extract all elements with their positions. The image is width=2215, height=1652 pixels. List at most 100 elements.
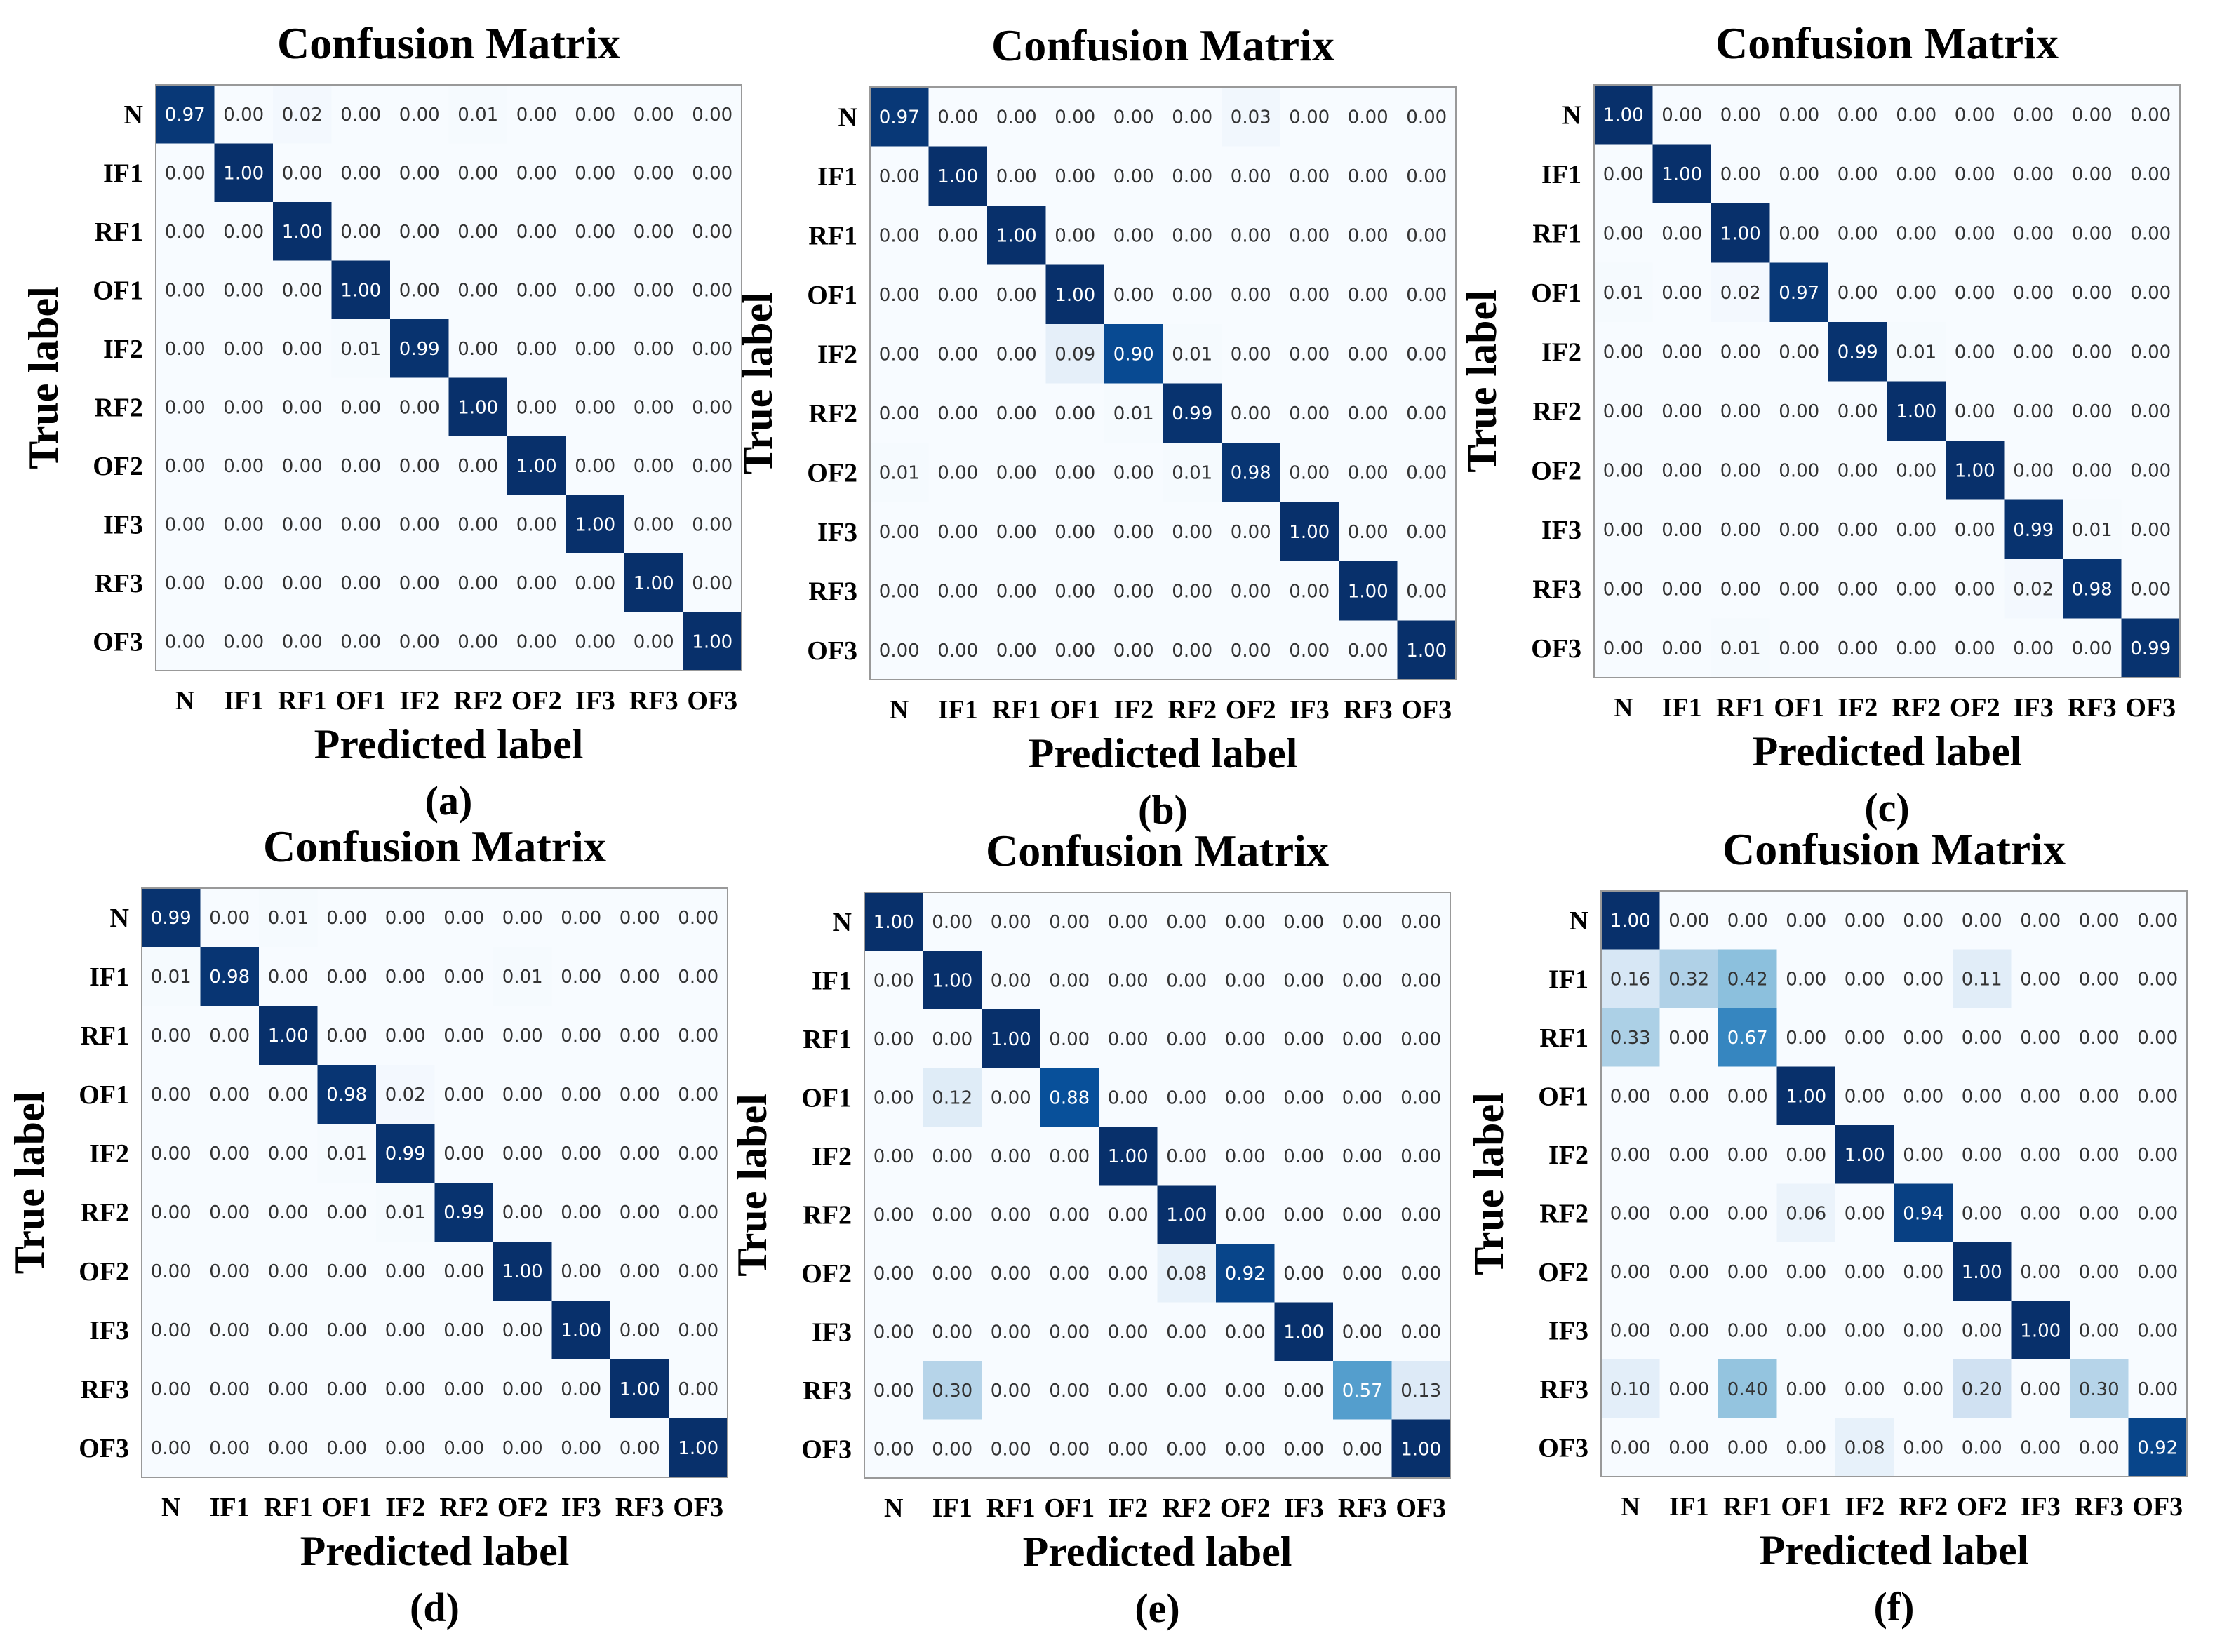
matrix-cell bbox=[1652, 618, 1711, 678]
cell-value-label: 0.00 bbox=[874, 1439, 914, 1460]
matrix-cell bbox=[610, 1359, 669, 1418]
matrix-cell bbox=[331, 202, 390, 261]
cell-value-label: 0.00 bbox=[2079, 1145, 2120, 1166]
matrix-cell bbox=[2004, 203, 2063, 263]
cell-value-label: 0.00 bbox=[399, 631, 440, 652]
matrix-cell bbox=[390, 143, 449, 202]
cell-value-label: 0.01 bbox=[385, 1202, 426, 1223]
cell-value-label: 0.00 bbox=[561, 1143, 601, 1164]
matrix-cell bbox=[1652, 441, 1711, 500]
y-tick-label: IF2 bbox=[103, 335, 143, 364]
cell-value-label: 0.00 bbox=[1049, 1263, 1090, 1284]
cell-value-label: 0.00 bbox=[1896, 638, 1936, 659]
y-tick-label: OF1 bbox=[93, 276, 143, 305]
x-tick-label: RF3 bbox=[1344, 695, 1393, 725]
matrix-cell bbox=[1274, 951, 1333, 1009]
matrix-cell bbox=[1339, 383, 1398, 443]
cell-value-label: 0.00 bbox=[2013, 638, 2054, 659]
cell-value-label: 0.33 bbox=[1610, 1028, 1651, 1049]
matrix-cell bbox=[200, 1301, 259, 1359]
matrix-cell bbox=[1711, 381, 1770, 441]
cell-value-label: 0.00 bbox=[209, 908, 250, 929]
matrix-cell bbox=[214, 553, 273, 612]
cell-value-label: 1.00 bbox=[1720, 223, 1761, 244]
cell-value-label: 0.00 bbox=[2137, 969, 2178, 990]
y-axis-label: True label bbox=[735, 292, 781, 475]
cell-value-label: 0.00 bbox=[268, 1202, 309, 1223]
matrix-cell bbox=[1594, 499, 1653, 559]
matrix-cell bbox=[1711, 499, 1770, 559]
cell-value-label: 0.00 bbox=[502, 1084, 543, 1106]
matrix-cell bbox=[156, 202, 215, 261]
y-tick-label: RF1 bbox=[80, 1021, 129, 1051]
matrix-cell bbox=[448, 143, 507, 202]
cell-value-label: 1.00 bbox=[874, 912, 914, 933]
y-tick-label: RF2 bbox=[94, 393, 143, 422]
cell-value-label: 0.00 bbox=[1962, 1028, 2002, 1049]
matrix-cell bbox=[1946, 203, 2005, 263]
cell-value-label: 0.00 bbox=[1610, 1145, 1651, 1166]
cell-value-label: 0.00 bbox=[937, 462, 978, 483]
matrix-cell bbox=[376, 1065, 435, 1124]
matrix-cell bbox=[928, 146, 987, 206]
cell-value-label: 0.00 bbox=[223, 573, 264, 594]
cell-value-label: 0.00 bbox=[1172, 107, 1212, 128]
matrix-cell bbox=[982, 1068, 1040, 1127]
cell-value-label: 0.00 bbox=[2072, 342, 2113, 363]
matrix-cell bbox=[1601, 1066, 1660, 1125]
matrix-cell bbox=[259, 1183, 318, 1242]
y-axis-label: True label bbox=[6, 1092, 53, 1275]
matrix-cell bbox=[1835, 1418, 1894, 1477]
matrix-cell bbox=[1894, 1418, 1953, 1477]
matrix-cell bbox=[448, 436, 507, 495]
cell-value-label: 0.00 bbox=[1342, 1087, 1383, 1108]
matrix-cell bbox=[870, 87, 929, 147]
matrix-cell bbox=[1274, 1009, 1333, 1068]
cell-value-label: 0.00 bbox=[326, 1438, 367, 1459]
matrix-cell bbox=[273, 436, 332, 495]
cell-value-label: 0.00 bbox=[1661, 223, 1702, 244]
matrix-cell bbox=[1711, 144, 1770, 203]
matrix-cell bbox=[1099, 1009, 1158, 1068]
cell-value-label: 0.00 bbox=[1668, 1145, 1709, 1166]
cell-value-label: 0.42 bbox=[1727, 969, 1768, 990]
cell-value-label: 0.00 bbox=[1896, 223, 1936, 244]
y-tick-label: OF3 bbox=[93, 627, 143, 657]
matrix-cell bbox=[1835, 1359, 1894, 1418]
cell-value-label: 0.00 bbox=[443, 1026, 484, 1047]
matrix-cell bbox=[864, 1068, 923, 1127]
y-tick-label: OF1 bbox=[79, 1080, 129, 1110]
cell-value-label: 0.00 bbox=[1049, 1439, 1090, 1460]
matrix-cell bbox=[1946, 618, 2005, 678]
cell-value-label: 0.00 bbox=[1283, 912, 1324, 933]
matrix-cell bbox=[1828, 381, 1887, 441]
matrix-cell bbox=[1391, 1419, 1450, 1478]
matrix-cell bbox=[1953, 1301, 2012, 1359]
matrix-cell bbox=[273, 495, 332, 553]
matrix-cell bbox=[1216, 1419, 1275, 1478]
matrix-cell bbox=[1040, 892, 1099, 951]
cell-value-label: 0.00 bbox=[1289, 640, 1330, 662]
matrix-cell bbox=[2128, 1183, 2187, 1242]
matrix-cell bbox=[551, 888, 610, 947]
y-tick-label: RF2 bbox=[1539, 1199, 1588, 1228]
matrix-cell bbox=[156, 85, 215, 144]
cell-value-label: 0.57 bbox=[1342, 1381, 1383, 1402]
x-tick-label: IF2 bbox=[1108, 1493, 1148, 1523]
x-axis-label: Predicted label bbox=[1029, 730, 1298, 777]
cell-value-label: 0.00 bbox=[457, 514, 498, 535]
matrix-cell bbox=[987, 502, 1046, 561]
matrix-cell bbox=[1652, 203, 1711, 263]
cell-value-label: 0.00 bbox=[151, 1379, 192, 1400]
matrix-cell bbox=[2070, 1242, 2129, 1301]
cell-value-label: 0.00 bbox=[1283, 1263, 1324, 1284]
matrix-cell bbox=[2063, 262, 2122, 322]
cell-value-label: 0.00 bbox=[1610, 1262, 1651, 1283]
cell-value-label: 0.00 bbox=[1166, 1146, 1207, 1167]
matrix-cell bbox=[331, 436, 390, 495]
matrix-cell bbox=[273, 260, 332, 319]
cell-value-label: 1.00 bbox=[457, 397, 498, 418]
cell-value-label: 0.00 bbox=[1348, 522, 1388, 543]
matrix-cell bbox=[1776, 891, 1835, 950]
